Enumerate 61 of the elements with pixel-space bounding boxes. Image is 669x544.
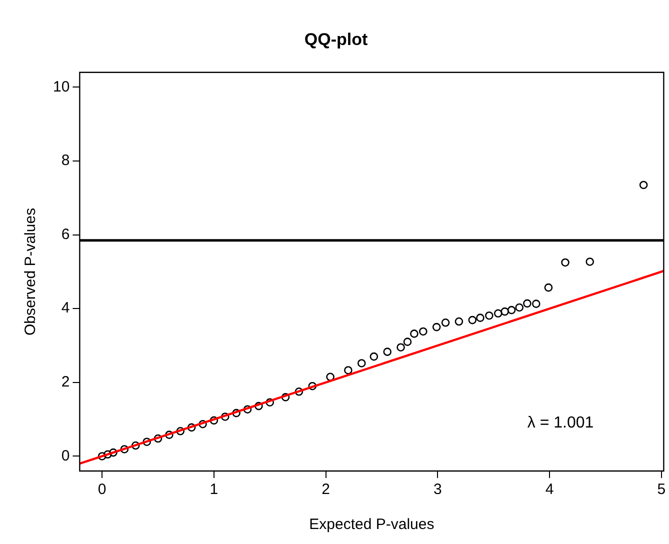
x-tick-label: 5	[657, 481, 666, 498]
point	[120, 445, 129, 454]
point	[308, 382, 317, 390]
point	[232, 408, 240, 418]
point	[176, 426, 185, 436]
x-tick-label: 3	[434, 481, 442, 498]
point	[494, 309, 502, 318]
point	[476, 314, 484, 322]
point	[344, 366, 352, 374]
y-tick-label: 4	[61, 300, 70, 317]
point	[410, 330, 418, 338]
point	[454, 317, 464, 326]
point	[507, 306, 516, 314]
point	[396, 343, 405, 352]
point	[154, 434, 162, 443]
chart-title: QQ-plot	[304, 30, 368, 49]
y-tick-label: 8	[61, 152, 70, 170]
point	[468, 316, 477, 324]
y-tick-label: 2	[61, 374, 70, 391]
point	[266, 398, 274, 406]
point	[104, 450, 112, 459]
point	[419, 327, 428, 336]
point	[243, 405, 252, 414]
x-axis-title: Expected P-values	[309, 516, 434, 534]
y-tick-label: 10	[52, 78, 70, 96]
point	[294, 388, 304, 396]
point	[326, 372, 334, 382]
point	[109, 448, 118, 457]
y-tick-label: 6	[61, 226, 70, 243]
point	[198, 420, 207, 428]
annotation: λ = 1.001	[527, 414, 594, 432]
point	[370, 352, 378, 361]
point	[586, 258, 594, 266]
point	[500, 307, 509, 316]
point	[403, 338, 412, 346]
point	[544, 283, 553, 292]
y-axis-title: Observed P-values	[22, 208, 40, 336]
point	[523, 299, 532, 308]
x-tick-label: 1	[210, 481, 218, 498]
point	[210, 416, 218, 425]
point	[142, 438, 151, 446]
y-tick-label: 0	[61, 447, 70, 464]
x-tick-label: 2	[322, 481, 330, 498]
point	[432, 322, 441, 332]
x-tick-label: 0	[98, 481, 106, 498]
point	[165, 430, 174, 439]
point	[515, 303, 524, 312]
point	[220, 412, 230, 421]
point	[131, 441, 140, 450]
point	[561, 258, 570, 267]
point	[532, 300, 540, 308]
point	[383, 348, 392, 356]
point	[639, 180, 648, 190]
point	[254, 402, 263, 410]
point	[441, 318, 450, 327]
point	[485, 311, 494, 320]
point	[98, 452, 106, 460]
point	[357, 359, 366, 368]
x-tick-label: 4	[545, 481, 554, 498]
point	[187, 423, 196, 432]
point	[281, 393, 290, 402]
